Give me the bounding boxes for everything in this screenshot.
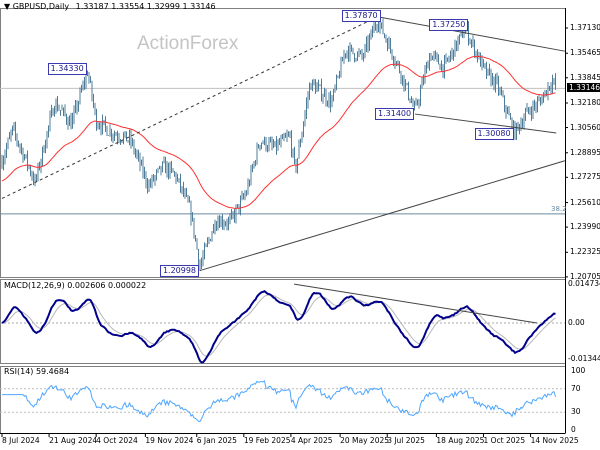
rsi-axis-label: 70 xyxy=(571,383,581,393)
price-panel[interactable] xyxy=(0,16,565,272)
price-axis-label: 1.32180 xyxy=(570,98,600,107)
rsi-line xyxy=(2,380,556,423)
macd-axis-label: 0.014734 xyxy=(568,279,600,288)
date-axis-label: 18 Aug 2025 xyxy=(436,436,485,445)
rsi-axis-label: 100 xyxy=(571,366,586,375)
price-label: 1.34330 xyxy=(47,63,87,76)
price-label: 1.37250 xyxy=(429,19,469,32)
price-axis-label: 1.25610 xyxy=(570,197,600,207)
rsi-title: RSI(14) 59.4684 xyxy=(4,367,70,376)
price-axis-label: 1.33845 xyxy=(570,72,600,82)
price-label: 1.31400 xyxy=(375,107,415,120)
date-axis-label: 20 May 2025 xyxy=(340,436,390,445)
panel-border xyxy=(0,8,566,278)
price-axis-label: 1.35465 xyxy=(570,48,600,58)
date-axis-label: 19 Nov 2024 xyxy=(145,436,194,445)
current-price-tag: 1.33146 xyxy=(567,83,600,93)
moving-average-line xyxy=(1,55,556,209)
macd-line xyxy=(1,290,556,364)
date-axis-label: 8 Jul 2024 xyxy=(2,436,40,445)
chart-header: ▼ GBPUSD,Daily 1.33187 1.33554 1.32999 1… xyxy=(4,2,216,11)
macd-title: MACD(12,26,9) 0.002606 0.000022 xyxy=(4,281,147,290)
date-axis-label: 19 Feb 2025 xyxy=(243,436,291,445)
symbol-label: GBPUSD,Daily xyxy=(12,2,70,11)
trendline xyxy=(377,16,565,52)
dropdown-triangle-icon[interactable]: ▼ xyxy=(4,2,11,11)
macd-trendline xyxy=(294,283,538,324)
macd-signal-line xyxy=(1,294,556,357)
price-label: 1.37870 xyxy=(341,9,381,22)
price-axis-label: 1.20705 xyxy=(570,271,600,281)
date-axis-label: 1 Oct 2025 xyxy=(483,436,526,445)
price-axis-label: 1.27275 xyxy=(570,172,600,182)
price-label: 1.20998 xyxy=(159,265,200,278)
panel-borders xyxy=(0,8,568,437)
ohlc-values: 1.33187 1.33554 1.32999 1.33146 xyxy=(75,2,216,11)
fib-level-label: 38.2 xyxy=(551,205,567,213)
date-axis-label: 6 Jan 2025 xyxy=(196,436,237,445)
date-axis-label: 4 Oct 2024 xyxy=(96,436,138,445)
panel-border xyxy=(0,366,566,434)
rsi-axis-label: 0 xyxy=(571,425,576,434)
macd-axis-label: 0.00 xyxy=(568,318,585,327)
rsi-axis-label: 30 xyxy=(571,407,581,417)
price-axis-label: 1.30560 xyxy=(570,122,600,132)
date-axis-label: 14 Nov 2025 xyxy=(530,436,579,445)
macd-axis-label: -0.013442 xyxy=(568,354,600,363)
date-axis-label: 3 Jul 2025 xyxy=(387,436,425,445)
price-label: 1.30080 xyxy=(474,127,514,140)
price-axis-label: 1.22325 xyxy=(570,247,600,257)
date-axis-label: 4 Apr 2025 xyxy=(290,436,333,445)
rsi-panel[interactable] xyxy=(0,380,565,423)
macd-panel[interactable] xyxy=(0,283,565,364)
date-axis-label: 21 Aug 2024 xyxy=(49,436,98,445)
trendline xyxy=(414,113,557,134)
price-axis-label: 1.23990 xyxy=(570,222,600,232)
trendline xyxy=(199,160,565,272)
price-axis-label: 1.28895 xyxy=(570,147,600,157)
price-axis-label: 1.37130 xyxy=(570,23,600,32)
watermark: ActionForex xyxy=(137,33,239,54)
